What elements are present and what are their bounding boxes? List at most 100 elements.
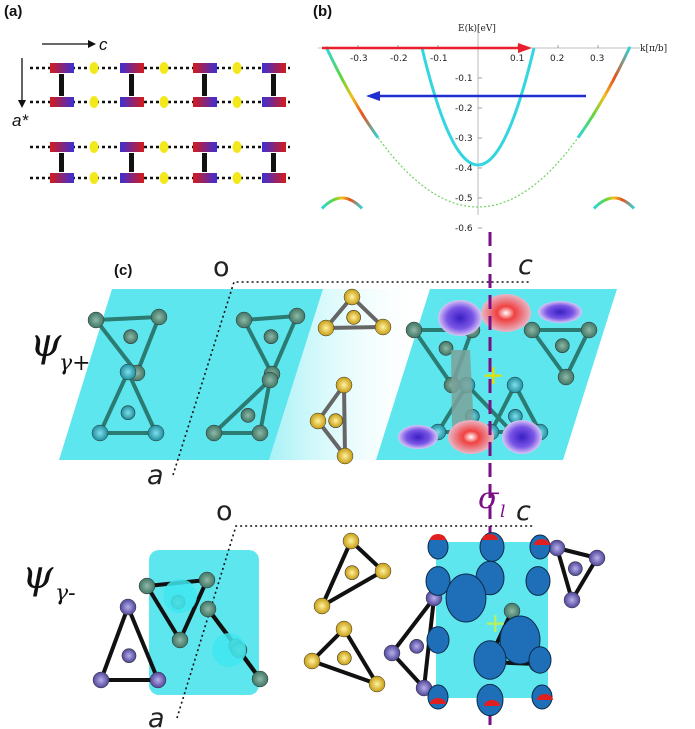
molecule-block (262, 142, 286, 152)
molecule-block (120, 173, 144, 183)
psi-gamma-plus-symbol: ψ (30, 320, 62, 366)
energy-axis-label: E(k)[eV] (458, 23, 496, 34)
psi-gamma-minus-subscript: γ- (55, 581, 76, 606)
bond (513, 384, 542, 433)
k-tick-label: -0.2 (390, 54, 408, 64)
blue-arrowhead (366, 91, 380, 101)
psi-gamma-plus-structure: o c a + ψ γ+ (30, 250, 617, 491)
atom (119, 363, 137, 381)
atom (119, 598, 137, 616)
molecule-block (120, 97, 144, 107)
panel-c-label: (c) (114, 262, 132, 279)
atom (199, 600, 217, 618)
atom (235, 311, 253, 329)
orbital-lobe (426, 626, 450, 654)
yellow-anion (159, 96, 169, 108)
dimer-bond (202, 74, 207, 96)
central-atom (409, 639, 424, 654)
inter-cell-gap (269, 289, 430, 460)
orbital-red-cap (430, 698, 446, 704)
atom (303, 652, 321, 670)
molecule-block (193, 97, 217, 107)
atom (506, 376, 524, 394)
psi-gamma-minus-symbol: ψ (22, 552, 54, 598)
inversion-center-marker: + (482, 360, 505, 391)
atom (383, 644, 401, 662)
molecule-block (193, 142, 217, 152)
bond (98, 371, 130, 434)
orbital-red-cap (430, 534, 446, 540)
bond (145, 584, 182, 642)
central-atom (555, 338, 570, 353)
molecule-block (50, 173, 74, 183)
bond (342, 627, 379, 686)
left-lower-hump (320, 196, 364, 210)
top-c-label: c (518, 250, 533, 281)
orbital-lobe (425, 566, 451, 596)
atom (309, 412, 327, 430)
bond (243, 314, 298, 322)
panel-a: (a) c a* (4, 3, 290, 184)
molecule-block (120, 63, 144, 73)
atom (171, 631, 189, 649)
yellow-anion (159, 172, 169, 184)
k-tick-label: -0.1 (430, 54, 448, 64)
dimer-bond (59, 74, 64, 96)
bond (320, 540, 353, 607)
yellow-anion (232, 172, 242, 184)
orbital-red-cap (484, 700, 500, 706)
orbital-lobe (473, 640, 507, 680)
sigma-symbol: σ (478, 481, 500, 516)
bond (564, 329, 591, 378)
atom (563, 591, 581, 609)
atom (374, 562, 392, 580)
bands (320, 46, 636, 210)
bond (178, 579, 209, 641)
atom (588, 549, 606, 567)
central-atom (337, 650, 352, 666)
bond (135, 316, 161, 374)
orbital-lobe (427, 684, 449, 710)
bond (390, 596, 436, 655)
bond (489, 384, 517, 433)
bottom-orbitals (163, 532, 553, 717)
panel-b-label: (b) (313, 3, 332, 20)
atom (342, 532, 360, 550)
bottom-a-label: a (148, 703, 165, 729)
energy-tick-label: -0.2 (455, 104, 473, 114)
orbital-lobe-red (448, 420, 494, 454)
dimer-bond (59, 153, 64, 172)
orbital-lobe (476, 683, 504, 717)
yellow-anion (89, 141, 99, 153)
atom (374, 318, 392, 336)
orbital-lobe (529, 534, 551, 560)
dimer-bond (271, 153, 276, 172)
yellow-anion (232, 96, 242, 108)
energy-tick-label: -0.1 (455, 74, 473, 84)
axis-a-star-label: a* (12, 111, 29, 130)
bottom-origin-label: o (216, 496, 233, 527)
atom (557, 368, 575, 386)
psi-gamma-minus-structure: o c a + ψ γ- (22, 496, 606, 729)
atom (580, 321, 598, 339)
orbital-red-cap (534, 539, 550, 545)
orbital-cyan-blob (212, 633, 246, 667)
atom (87, 311, 105, 329)
orbital-lobe-blue (398, 425, 438, 449)
atom (147, 424, 165, 442)
energy-ticks: -0.1 -0.2 -0.3 -0.4 -0.5 -0.6 (455, 74, 482, 234)
a-star-axis-arrowhead (18, 100, 26, 108)
yellow-anion (89, 96, 99, 108)
bottom-unit-cell-left (149, 550, 259, 695)
bond (126, 371, 158, 434)
central-atom (328, 413, 343, 428)
orbital-lobe (499, 615, 541, 665)
red-arrowhead (518, 43, 532, 53)
panel-c: (c) o c a + ψ γ+ σ l (22, 232, 617, 729)
right-upper-band (576, 46, 632, 139)
energy-tick-label: -0.6 (455, 224, 473, 234)
top-a-label: a (147, 460, 164, 491)
c-axis-arrowhead (88, 40, 96, 48)
sigma-subscript: l (500, 502, 505, 522)
